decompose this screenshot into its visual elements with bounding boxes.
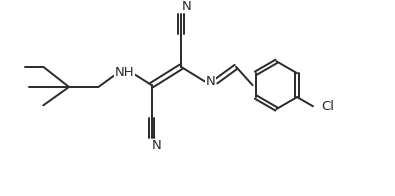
Text: NH: NH — [114, 66, 134, 79]
Text: Cl: Cl — [321, 100, 334, 113]
Text: N: N — [182, 0, 191, 13]
Text: N: N — [152, 139, 162, 152]
Text: N: N — [205, 75, 215, 88]
